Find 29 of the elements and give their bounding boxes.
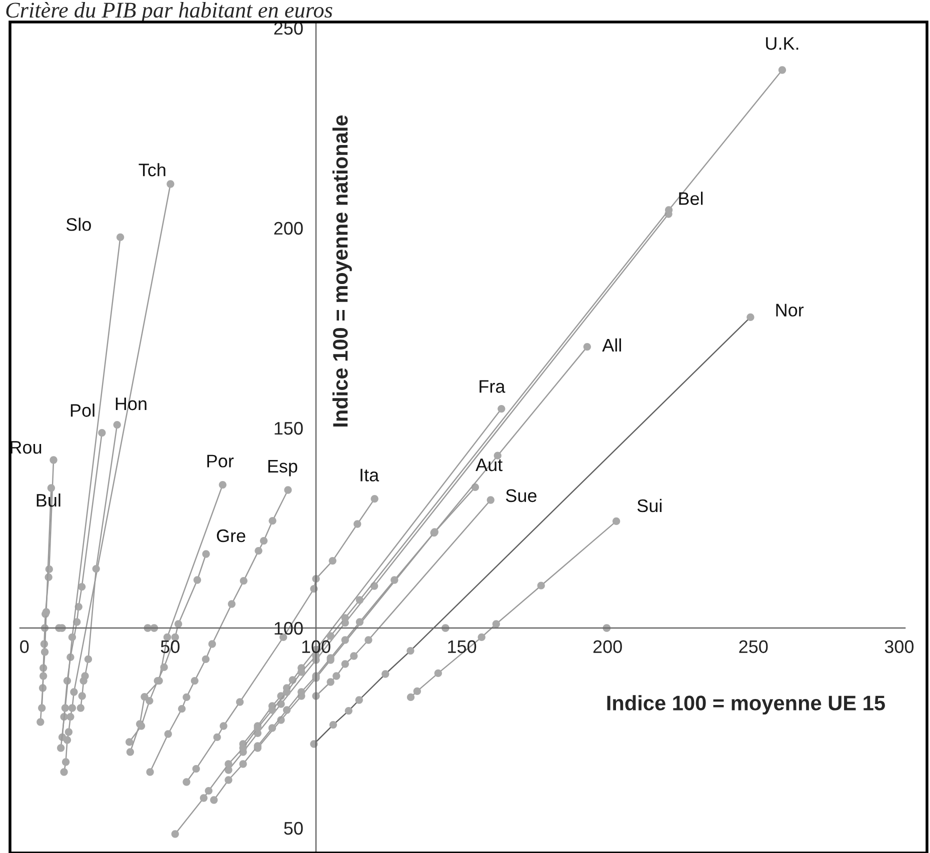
y-tick-label: 200 (274, 222, 303, 235)
y-tick-label: 150 (274, 422, 303, 435)
series-label: Gre (216, 529, 246, 542)
x-tick-label: 150 (448, 640, 476, 654)
x-tick-label: 200 (593, 640, 622, 654)
series-label: Por (207, 454, 234, 468)
series-label: Aut (476, 458, 502, 472)
series-label: All (602, 338, 621, 352)
series-label: Slo (66, 218, 91, 231)
series-label: Pol (70, 404, 94, 417)
x-tick-label: 250 (739, 640, 768, 654)
y-axis-title: Indice 100 = moyenne nationale (332, 115, 352, 426)
series-label: Bel (679, 192, 703, 205)
series-label: Esp (268, 460, 298, 476)
x-tick-label: 300 (884, 640, 914, 654)
x-tick-label: 0 (20, 640, 29, 654)
series-label: Bul (36, 493, 60, 507)
series-label: Fra (480, 380, 506, 393)
series-label: Nor (776, 304, 804, 316)
series-label: Ita (360, 468, 380, 482)
x-axis-title: Indice 100 = moyenne UE 15 (607, 695, 885, 715)
chart-title: Critère du PIB par habitant en euros (6, 2, 332, 22)
series-label: Sui (637, 498, 662, 512)
series-label: Hon (116, 398, 146, 410)
y-tick-label: 50 (284, 822, 303, 835)
series-label: Sue (506, 489, 536, 502)
x-tick-label: 50 (160, 640, 180, 654)
series-label: Tch (138, 163, 166, 176)
series-label: U.K. (766, 37, 798, 50)
